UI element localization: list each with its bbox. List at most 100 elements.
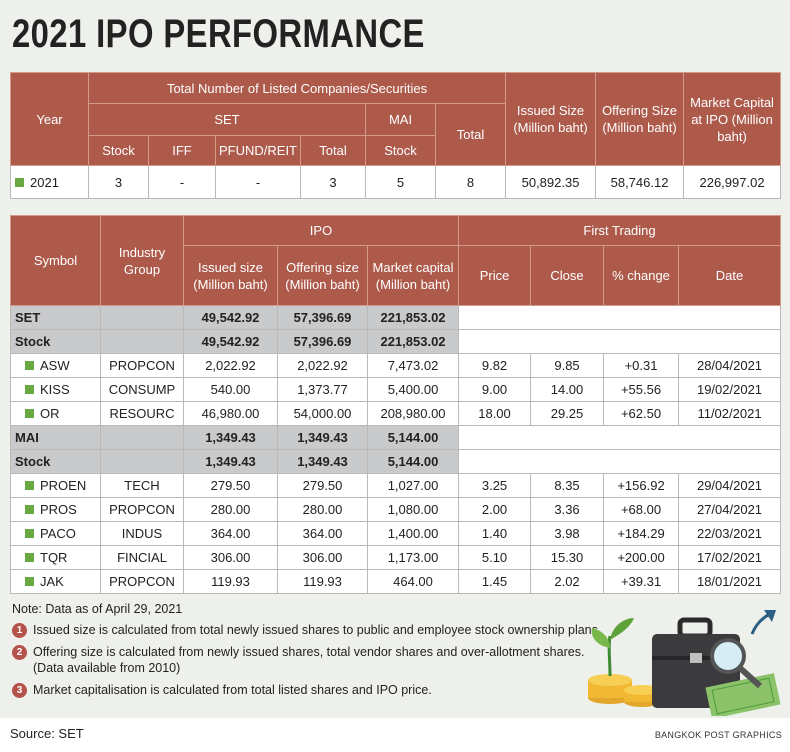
cell: 3 xyxy=(88,165,149,199)
cell xyxy=(100,449,184,474)
cell-text: 15.30 xyxy=(550,550,584,565)
cell-text: 3.98 xyxy=(554,526,580,541)
cell: +62.50 xyxy=(603,401,680,426)
cell xyxy=(458,425,782,450)
cell: INDUS xyxy=(100,521,184,546)
cell: 8.35 xyxy=(530,473,605,498)
cell: 1,080.00 xyxy=(366,497,460,522)
cell: 49,542.92 xyxy=(183,329,278,354)
header-cell: Issued Size (Million baht) xyxy=(505,72,597,166)
cell xyxy=(458,305,782,330)
cell-text: SET xyxy=(15,310,41,325)
cell-text: 7,473.02 xyxy=(387,358,439,373)
cell: MAI xyxy=(10,425,101,450)
cell-text: +184.29 xyxy=(617,526,665,541)
group-row: Stock 49,542.92 57,396.69 221,853.02 xyxy=(10,329,782,354)
footnote-number: 2 xyxy=(12,645,27,660)
cell-text: +156.92 xyxy=(617,478,665,493)
legend-square xyxy=(25,409,34,418)
cell-text: 9.82 xyxy=(481,358,508,373)
cell: 57,396.69 xyxy=(277,329,368,354)
header-cell: Date xyxy=(678,245,782,306)
cell-text: PACO xyxy=(40,526,76,541)
header-row: Year Total Number of Listed Companies/Sec… xyxy=(10,72,782,166)
cell-text: 540.00 xyxy=(210,382,251,397)
footnote-text: Market capitalisation is calculated from… xyxy=(33,683,432,697)
cell-text: 22/03/2021 xyxy=(696,526,763,541)
cell: 306.00 xyxy=(183,545,278,570)
cell: 1,373.77 xyxy=(277,377,368,402)
cell: +184.29 xyxy=(603,521,680,546)
cell-text: 2021 xyxy=(30,174,59,190)
group-row: Stock 1,349.43 1,349.43 5,144.00 xyxy=(10,449,782,474)
cell: 19/02/2021 xyxy=(678,377,782,402)
title: 2021 IPO PERFORMANCE xyxy=(12,12,425,56)
cell-text: 1,173.00 xyxy=(387,550,439,565)
cell: 57,396.69 xyxy=(277,305,368,330)
cell: 58,746.12 xyxy=(595,165,685,199)
cell: PROPCON xyxy=(100,497,184,522)
cell: 5.10 xyxy=(458,545,532,570)
cell: 3.25 xyxy=(458,473,532,498)
cell-text: 49,542.92 xyxy=(201,310,260,325)
cell-text: FINCIAL xyxy=(117,550,167,565)
magnifier-handle xyxy=(737,665,763,689)
cell: 22/03/2021 xyxy=(678,521,782,546)
footnote-number: 3 xyxy=(12,683,27,698)
legend-square xyxy=(25,529,34,538)
cell-text: 18.00 xyxy=(478,406,511,421)
banknote xyxy=(705,673,781,716)
cell xyxy=(100,425,184,450)
cell: +68.00 xyxy=(603,497,680,522)
cell-text: JAK xyxy=(40,574,64,589)
header-cell: Stock xyxy=(88,135,149,166)
cell: 1,027.00 xyxy=(366,473,460,498)
cell xyxy=(100,305,184,330)
cell: 5,144.00 xyxy=(366,425,460,450)
footnote: 2 Offering size is calculated from newly … xyxy=(12,644,602,676)
legend-square xyxy=(25,505,34,514)
header-cell: Total Number of Listed Companies/Securit… xyxy=(87,72,507,104)
cell: 18/01/2021 xyxy=(678,569,782,594)
header-cell: Symbol xyxy=(10,215,101,306)
cell-text: 49,542.92 xyxy=(201,334,260,349)
cell-text: 54,000.00 xyxy=(293,406,352,421)
header-cell: Market capital (Million baht) xyxy=(366,245,460,306)
legend-square xyxy=(25,481,34,490)
cell: 9.82 xyxy=(458,353,532,378)
briefcase-handle xyxy=(677,617,713,639)
cell-text: +68.00 xyxy=(620,502,662,517)
cell-text: PROPCON xyxy=(109,502,175,517)
cell: 9.00 xyxy=(458,377,532,402)
cell: 221,853.02 xyxy=(366,329,460,354)
cell: PACO xyxy=(10,521,101,546)
cell-text: PROEN xyxy=(40,478,87,493)
credit: BANGKOK POST GRAPHICS xyxy=(654,730,782,740)
cell-text: 19/02/2021 xyxy=(696,382,763,397)
header-cell: First Trading xyxy=(458,215,782,246)
cell-text: 58,746.12 xyxy=(610,174,669,190)
section-row: MAI 1,349.43 1,349.43 5,144.00 xyxy=(10,425,782,450)
cell: 17/02/2021 xyxy=(678,545,782,570)
cell-text: +0.31 xyxy=(624,358,658,373)
cell-text: 1,349.43 xyxy=(297,430,348,445)
cell: 1,349.43 xyxy=(277,449,368,474)
header-cell: Price xyxy=(458,245,532,306)
cell-text: PROPCON xyxy=(109,574,175,589)
header-cell: Offering Size (Million baht) xyxy=(595,72,685,166)
cell-text: 5,400.00 xyxy=(387,382,439,397)
cell-text: 5.10 xyxy=(481,550,508,565)
cell: 280.00 xyxy=(183,497,278,522)
header-row: Symbol Industry Group IPO First Trading xyxy=(10,215,782,306)
cell: 279.50 xyxy=(277,473,368,498)
cell-text: Stock xyxy=(15,334,51,349)
cell: +156.92 xyxy=(603,473,680,498)
header-cell: IFF xyxy=(148,135,216,166)
cell-text: 8.35 xyxy=(554,478,580,493)
cell-text: +62.50 xyxy=(620,406,662,421)
header-cell: Offering size (Million baht) xyxy=(277,245,368,306)
cell: 29.25 xyxy=(530,401,605,426)
banknote-border xyxy=(711,677,775,715)
cell: PROPCON xyxy=(100,569,184,594)
